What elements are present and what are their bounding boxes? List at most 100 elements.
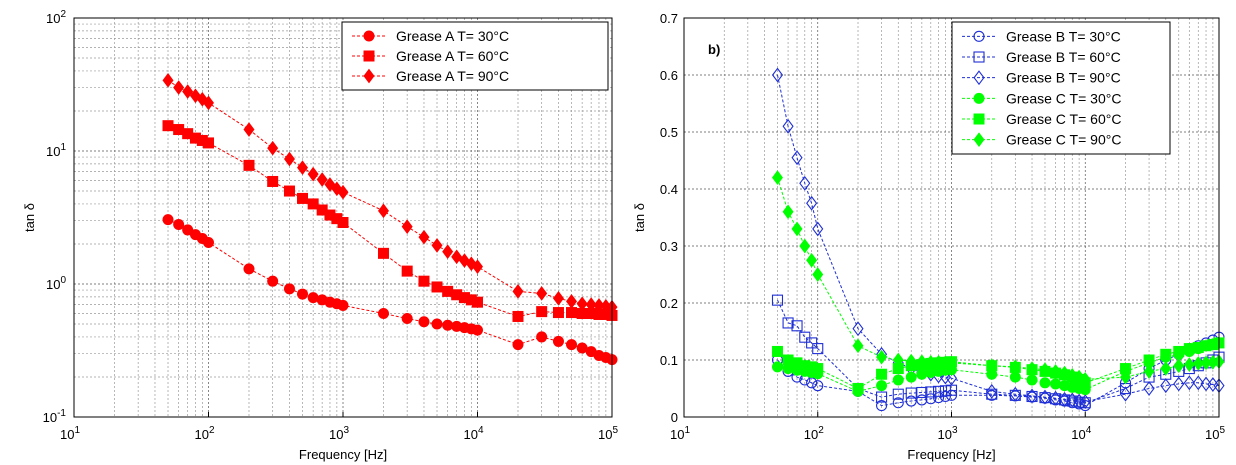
y-tick-label: 0.1 (660, 353, 678, 368)
data-point (1059, 365, 1071, 381)
data-point (1058, 391, 1071, 407)
x-tick-label: 101 (60, 425, 80, 442)
data-point (377, 308, 389, 320)
data-point (1026, 361, 1038, 376)
legend-marker (973, 113, 985, 125)
data-point (812, 343, 824, 355)
data-point (316, 172, 328, 187)
data-point (173, 124, 185, 136)
legend-item: Grease B T= 60°C (962, 49, 1121, 65)
x-tick-label: 104 (463, 425, 483, 442)
data-point (431, 318, 443, 330)
legend-item: Grease B T= 30°C (962, 28, 1121, 44)
y-tick-label: 0.2 (660, 296, 678, 311)
data-point (1119, 386, 1132, 402)
data-point (782, 317, 794, 329)
data-point (791, 320, 803, 332)
x-tick-label: 105 (598, 425, 618, 442)
data-point (267, 175, 279, 187)
data-point (1173, 358, 1185, 374)
legend-item: Grease A T= 90°C (352, 68, 509, 84)
legend-label: Grease B T= 30°C (1006, 28, 1121, 44)
data-point (799, 331, 811, 343)
data-point (791, 150, 803, 166)
data-point (782, 118, 794, 134)
data-point (876, 349, 888, 365)
legend-label: Grease B T= 60°C (1006, 49, 1121, 65)
data-point (1026, 388, 1038, 404)
data-point (892, 374, 904, 386)
data-point (812, 380, 824, 392)
data-point (916, 394, 928, 406)
data-point (876, 380, 888, 392)
data-point (512, 284, 524, 299)
data-point (307, 292, 319, 304)
data-point (925, 354, 937, 370)
series-6 (771, 170, 1225, 387)
x-tick-label: 101 (670, 425, 690, 442)
data-point (418, 275, 430, 287)
series-line (777, 299, 1220, 404)
data-point (1079, 372, 1091, 387)
legend-item: Grease C T= 30°C (962, 90, 1121, 106)
data-point (472, 324, 483, 336)
data-point (552, 307, 564, 319)
data-point (162, 72, 174, 88)
panel-label: b) (708, 42, 720, 57)
data-point (771, 170, 783, 185)
data-point (451, 249, 463, 265)
data-point (566, 307, 578, 319)
data-point (552, 335, 564, 347)
data-point (1173, 345, 1185, 357)
data-point (782, 204, 794, 220)
data-point (812, 221, 824, 237)
data-point (905, 395, 917, 407)
data-point (472, 259, 483, 274)
x-tick-label: 104 (1071, 425, 1091, 442)
data-point (337, 184, 349, 200)
legend: Grease A T= 30°C Grease A T= 60°C Grease A… (341, 21, 609, 91)
data-point (377, 247, 389, 259)
data-point (1143, 381, 1155, 396)
data-point (925, 386, 937, 398)
data-point (1192, 375, 1204, 391)
data-point (1200, 376, 1212, 392)
data-point (536, 331, 548, 343)
legend-label: Grease A T= 30°C (396, 28, 509, 44)
legend-marker (973, 132, 985, 148)
data-point (267, 140, 279, 156)
data-point (243, 159, 255, 171)
data-point (283, 185, 295, 197)
legend-label: Grease B T= 90°C (1006, 70, 1121, 86)
legend-marker (973, 70, 985, 86)
data-point (1192, 356, 1204, 371)
data-point (1009, 386, 1021, 402)
data-point (1039, 389, 1051, 405)
data-point (337, 299, 349, 311)
legend-label: Grease A T= 60°C (396, 48, 509, 64)
y-tick-label: 0 (671, 410, 678, 425)
series-line (777, 74, 1220, 403)
data-point (933, 354, 945, 370)
data-point (1039, 362, 1051, 378)
legend-box (341, 21, 609, 91)
data-point (892, 397, 904, 409)
legend-marker (973, 92, 985, 104)
legend-label: Grease C T= 60°C (1006, 111, 1121, 127)
data-point (418, 316, 430, 328)
data-point (1050, 378, 1062, 390)
data-point (585, 297, 597, 312)
data-point (791, 221, 803, 237)
data-point (1066, 368, 1078, 383)
data-point (1079, 394, 1091, 410)
data-point (576, 296, 588, 312)
data-point (418, 229, 430, 245)
series-line (777, 336, 1220, 407)
data-point (1173, 376, 1185, 392)
data-point (243, 263, 255, 275)
data-point (1050, 390, 1062, 406)
data-point (799, 238, 811, 254)
legend-marker (973, 51, 985, 63)
data-point (905, 353, 917, 369)
data-point (182, 84, 194, 99)
